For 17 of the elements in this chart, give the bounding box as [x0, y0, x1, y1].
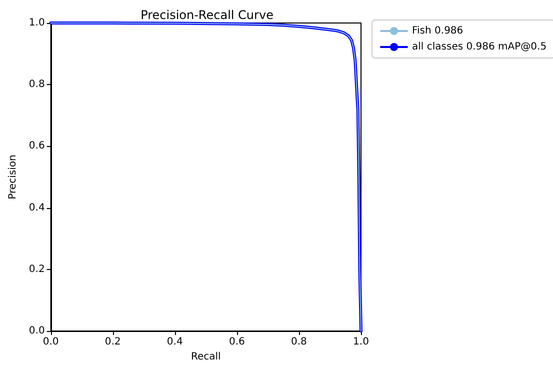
y-tick-label: 0.2 [28, 264, 45, 275]
y-tick-label: 0.6 [28, 140, 45, 152]
y-tick-label: 0.4 [28, 202, 45, 214]
chart-title: Precision-Recall Curve [140, 8, 274, 22]
legend-label: Fish 0.986 [412, 26, 464, 36]
y-axis-title: Precision [8, 154, 18, 200]
x-axis-title: Recall [190, 351, 221, 362]
x-tick-label: 0.6 [228, 336, 245, 348]
x-tick-label: 1.0 [353, 336, 369, 348]
y-tick-label: 1.0 [28, 18, 45, 28]
y-tick-label: 0.8 [28, 79, 45, 90]
x-tick-label: 0.4 [166, 336, 183, 348]
x-tick-label: 0.0 [42, 336, 59, 348]
x-tick-label: 0.2 [104, 336, 121, 348]
x-tick-label: 0.8 [291, 336, 307, 348]
y-tick-label: 0.0 [28, 326, 45, 336]
legend-label: all classes 0.986 mAP@0.5 [412, 42, 547, 52]
